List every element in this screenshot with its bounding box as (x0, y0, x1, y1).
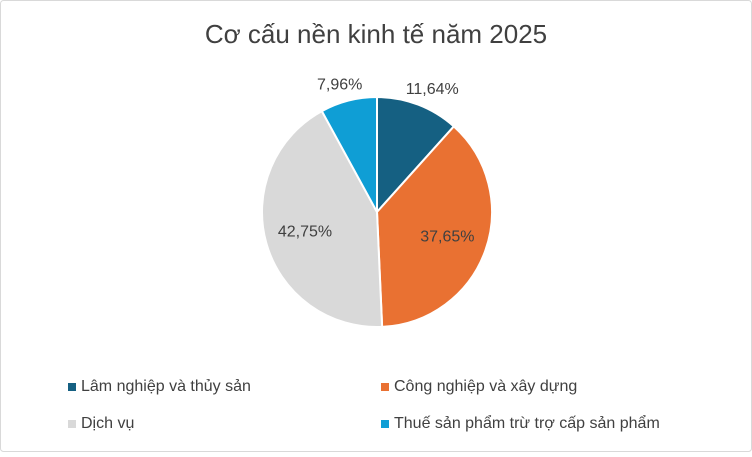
pie-slice (375, 124, 493, 328)
data-label: 11,64% (406, 81, 459, 98)
data-label: 7,96% (317, 77, 362, 94)
legend-marker (68, 383, 76, 391)
legend-label: Dịch vụ (81, 415, 134, 432)
legend-marker (68, 420, 76, 428)
pie-slice (376, 95, 456, 215)
chart-title: Cơ cấu nền kinh tế năm 2025 (205, 19, 547, 49)
legend-label: Công nghiệp và xây dựng (394, 378, 577, 395)
legend-label: Lâm nghiệp và thủy sản (81, 378, 251, 395)
data-label: 37,65% (420, 228, 474, 245)
pie-slice (320, 95, 378, 213)
legend-label: Thuế sản phẩm trừ trợ cấp sản phẩm (394, 414, 660, 432)
legend-marker (381, 420, 389, 428)
pie-slice (261, 109, 384, 328)
data-label: 42,75% (278, 223, 332, 240)
legend-marker (381, 383, 389, 391)
